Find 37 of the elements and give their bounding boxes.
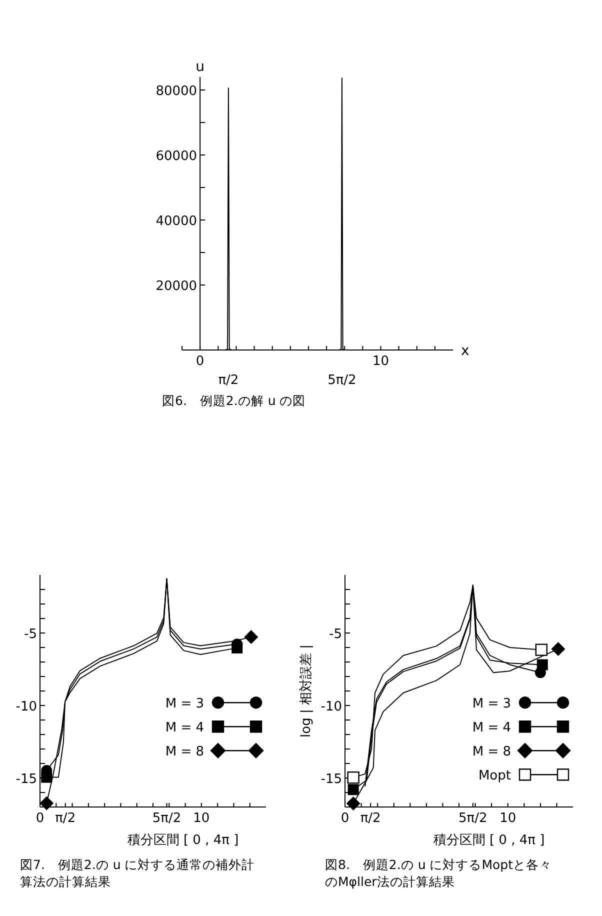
annotation: π/2 xyxy=(218,373,239,388)
text: 図7. 例題2.の u に対する通常の補外計算法の計算結果 xyxy=(20,857,255,889)
x-tick-label: 10 xyxy=(193,811,210,826)
x-tick-label: 5π/2 xyxy=(458,811,488,826)
text: 図8. 例題2.の u に対するMoptと各々のMφller法の計算結果 xyxy=(325,857,552,889)
y-tick-label: 40000 xyxy=(156,214,198,229)
legend-label: M = 3 xyxy=(472,696,511,712)
y-axis-title: log | 相対誤差 | xyxy=(298,644,314,738)
x-tick-label: 5π/2 xyxy=(152,811,182,826)
y-tick-label: -5 xyxy=(329,627,342,642)
x-axis-title: 積分区間 [ 0 , 4π ] xyxy=(127,833,239,848)
x-tick-label: 0 xyxy=(36,811,44,826)
legend-label: M = 4 xyxy=(165,720,204,736)
annotation: 5π/2 xyxy=(328,373,356,388)
y-axis-title: u xyxy=(196,59,205,75)
y-tick-label: 80000 xyxy=(156,84,198,99)
y-tick-label: 20000 xyxy=(156,279,198,294)
legend-label: M = 8 xyxy=(165,744,204,760)
x-tick-label: π/2 xyxy=(360,811,381,826)
y-tick-label: -15 xyxy=(320,772,342,787)
x-axis-title: x xyxy=(461,343,470,359)
legend-label: M = 3 xyxy=(165,696,204,712)
legend-label: M = 4 xyxy=(472,720,511,736)
y-tick-label: -10 xyxy=(16,700,37,714)
text: 図6. 例題2.の解 u の図 xyxy=(162,393,306,408)
x-tick-label: 10 xyxy=(372,354,390,369)
x-tick-label: π/2 xyxy=(55,811,76,826)
x-tick-label: 10 xyxy=(500,811,516,826)
legend-label: M = 8 xyxy=(472,744,511,760)
x-tick-label: 0 xyxy=(196,354,204,369)
y-tick-label: -5 xyxy=(24,627,37,642)
x-axis-title: 積分区間 [ 0 , 4π ] xyxy=(433,833,545,848)
y-tick-label: -10 xyxy=(320,700,342,714)
y-tick-label: 60000 xyxy=(156,149,198,164)
legend-label: Mopt xyxy=(478,768,511,784)
x-tick-label: 0 xyxy=(340,811,350,826)
y-tick-label: -15 xyxy=(16,772,37,787)
